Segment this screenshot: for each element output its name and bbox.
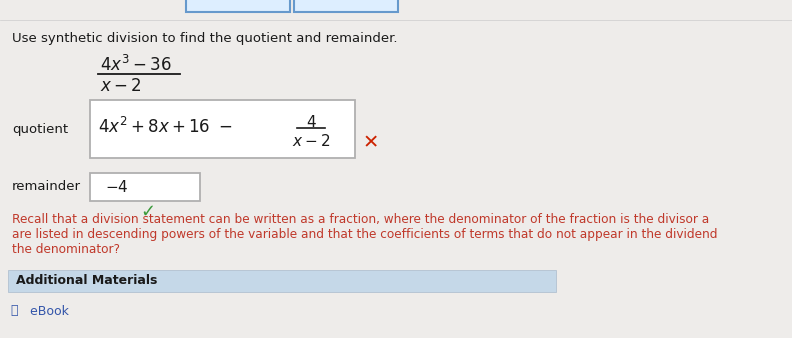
Text: the denominator?: the denominator? (12, 243, 120, 256)
Text: $4x^2 + 8x + 16\ -\ $: $4x^2 + 8x + 16\ -\ $ (98, 117, 232, 137)
FancyBboxPatch shape (90, 100, 355, 158)
Text: Additional Materials: Additional Materials (16, 274, 158, 288)
Text: quotient: quotient (12, 122, 68, 136)
Text: are listed in descending powers of the variable and that the coefficients of ter: are listed in descending powers of the v… (12, 228, 718, 241)
Text: ✕: ✕ (363, 133, 379, 152)
FancyBboxPatch shape (8, 270, 556, 292)
Text: ✓: ✓ (140, 203, 155, 221)
Text: $4$: $4$ (306, 114, 316, 130)
Text: Recall that a division statement can be written as a fraction, where the denomin: Recall that a division statement can be … (12, 213, 710, 226)
Text: eBook: eBook (26, 305, 69, 318)
FancyBboxPatch shape (294, 0, 398, 12)
Text: Use synthetic division to find the quotient and remainder.: Use synthetic division to find the quoti… (12, 32, 398, 45)
Text: $-4$: $-4$ (105, 179, 128, 195)
FancyBboxPatch shape (90, 173, 200, 201)
Text: $x - 2$: $x - 2$ (292, 133, 330, 149)
FancyBboxPatch shape (186, 0, 290, 12)
Text: 📖: 📖 (10, 304, 17, 317)
Text: $x - 2$: $x - 2$ (100, 77, 142, 95)
Text: $4x^3 - 36$: $4x^3 - 36$ (100, 55, 172, 75)
Text: remainder: remainder (12, 180, 81, 193)
